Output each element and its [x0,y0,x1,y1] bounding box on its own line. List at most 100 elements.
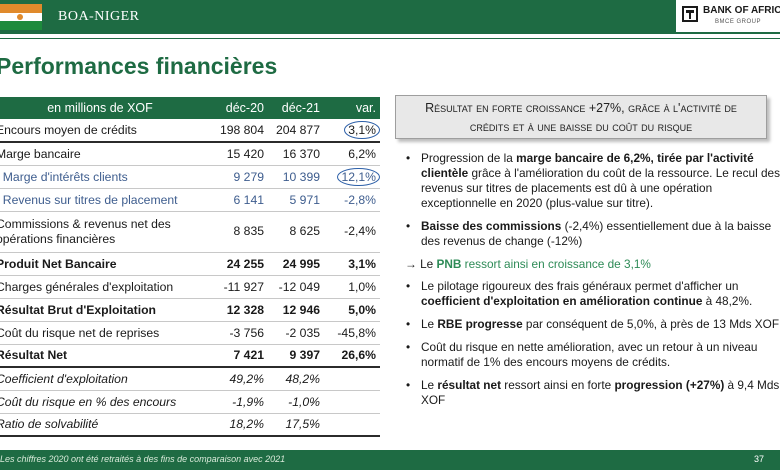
emphasis: Baisse des commissions [421,219,562,233]
cell-dec21: -1,0% [268,390,324,414]
cell-dec21: 10 399 [268,165,324,189]
row-label: Encours moyen de crédits [0,119,204,143]
table-header-row: en millions de XOF déc-20 déc-21 var. [0,97,380,119]
emphasis: RBE progresse [437,317,523,331]
table-row: Résultat Net 7 421 9 397 26,6% [0,344,380,368]
col-header-var: var. [324,97,380,119]
row-label: Ratio de solvabilité [0,413,204,437]
row-label: Marge bancaire [0,142,204,166]
cell-dec21: 17,5% [268,413,324,437]
row-label: Coût du risque en % des encours [0,390,204,414]
row-label: Commissions & revenus net des opérations… [0,211,204,253]
bullet-icon: • [406,219,411,233]
text: → Le [405,257,437,271]
cell-dec21: 24 995 [268,252,324,276]
brand-logo-area: BANK OF AFRICA BMCE GROUP [676,0,780,32]
row-label: Résultat Brut d'Exploitation [0,298,204,322]
brand-sub: BMCE GROUP [715,19,762,25]
cell-var: 1,0% [324,275,380,299]
callout-line-1: Résultat en forte croissance +27%, grâce… [425,101,737,115]
text: grâce à l'amélioration du coût de la res… [421,166,780,210]
cell-var [324,367,380,391]
text: (-2,4%) essentiellement due à la baisse … [421,219,772,248]
header-bar: BOA-NIGER BANK OF AFRICA BMCE GROUP [0,0,780,34]
page-title: Performances financières [0,53,278,79]
emphasis: marge bancaire de 6,2%, tirée par l'acti… [421,151,754,180]
cell-dec21: 204 877 [268,119,324,143]
row-label: Produit Net Bancaire [0,252,204,276]
commentary-list: • Progression de la marge bancaire de 6,… [405,151,780,416]
cell-var [324,413,380,437]
cell-var: -2,4% [324,211,380,253]
text: ressort ainsi en croissance de 3,1% [461,257,651,271]
cell-dec20: -3 756 [204,321,268,345]
cell-dec21: 48,2% [268,367,324,391]
cell-var: 12,1% [324,165,380,189]
table-row: Produit Net Bancaire 24 255 24 995 3,1% [0,252,380,276]
row-label: Coefficient d'exploitation [0,367,204,391]
table-row: . Revenus sur titres de placement 6 141 … [0,188,380,212]
highlight-circle: 12,1% [337,167,380,186]
table-row: Résultat Brut d'Exploitation 12 328 12 9… [0,298,380,322]
col-header-dec20: déc-20 [204,97,268,119]
country-name: BOA-NIGER [58,9,140,24]
bullet-icon: • [406,378,411,392]
bullet-icon: • [406,279,411,293]
text: Progression de la [421,151,517,165]
text: Coût du risque en nette amélioration, av… [421,340,758,369]
row-label: . Marge d'intérêts clients [0,165,204,189]
cell-dec20: 18,2% [204,413,268,437]
cell-var: 3,1% [324,252,380,276]
cell-dec20: 49,2% [204,367,268,391]
bullet-icon: • [406,151,411,165]
table-row: Coefficient d'exploitation 49,2% 48,2% [0,367,380,391]
list-item: • Le pilotage rigoureux des frais généra… [406,279,780,309]
footer-bar: Les chiffres 2020 ont été retraités à de… [0,450,780,470]
text: à 48,2%. [702,294,753,308]
cell-dec21: 8 625 [268,211,324,253]
bullet-icon: • [406,317,411,331]
row-label: Charges générales d'exploitation [0,275,204,299]
table-row: Marge bancaire 15 420 16 370 6,2% [0,142,380,166]
cell-dec21: 5 971 [268,188,324,212]
cell-dec21: -2 035 [268,321,324,345]
table-row: Encours moyen de crédits 198 804 204 877… [0,119,380,143]
summary-callout: Résultat en forte croissance +27%, grâce… [395,95,767,139]
list-item: • Le RBE progresse par conséquent de 5,0… [406,317,780,332]
text: par conséquent de 5,0%, à près de 13 Mds… [522,317,780,331]
text: à 9,4 Mds XOF [421,378,780,407]
table-row: Coût du risque net de reprises -3 756 -2… [0,321,380,345]
bullet-icon: • [406,340,411,354]
pnb-conclusion: → Le PNB ressort ainsi en croissance de … [405,257,780,272]
row-label: . Revenus sur titres de placement [0,188,204,212]
text: Le [421,317,438,331]
cell-dec20: 15 420 [204,142,268,166]
cell-dec20: -11 927 [204,275,268,299]
text: Le [421,378,438,392]
emphasis: coefficient d'exploitation en améliorati… [421,294,703,308]
text: ressort ainsi en forte [501,378,615,392]
list-item: • Coût du risque en nette amélioration, … [406,340,780,370]
cell-dec21: 12 946 [268,298,324,322]
niger-flag-icon [0,4,42,30]
emphasis: progression (+27%) [614,378,725,392]
cell-dec21: 9 397 [268,344,324,368]
header-divider [0,38,780,39]
cell-var: 5,0% [324,298,380,322]
cell-dec20: 9 279 [204,165,268,189]
emphasis: PNB [436,257,462,271]
col-header-label: en millions de XOF [0,97,204,119]
row-label: Résultat Net [0,344,204,368]
table-row: Ratio de solvabilité 18,2% 17,5% [0,413,380,437]
list-item: • Progression de la marge bancaire de 6,… [406,151,780,211]
cell-var: 6,2% [324,142,380,166]
page-number: 37 [753,454,764,464]
callout-line-2: crédits et à une baisse du coût du risqu… [469,120,693,134]
cell-var: 26,6% [324,344,380,368]
cell-dec20: 12 328 [204,298,268,322]
brand-name: BANK OF AFRICA [703,5,780,16]
cell-dec20: 7 421 [204,344,268,368]
cell-dec20: 8 835 [204,211,268,253]
cell-dec20: 24 255 [204,252,268,276]
table-row: Charges générales d'exploitation -11 927… [0,275,380,299]
